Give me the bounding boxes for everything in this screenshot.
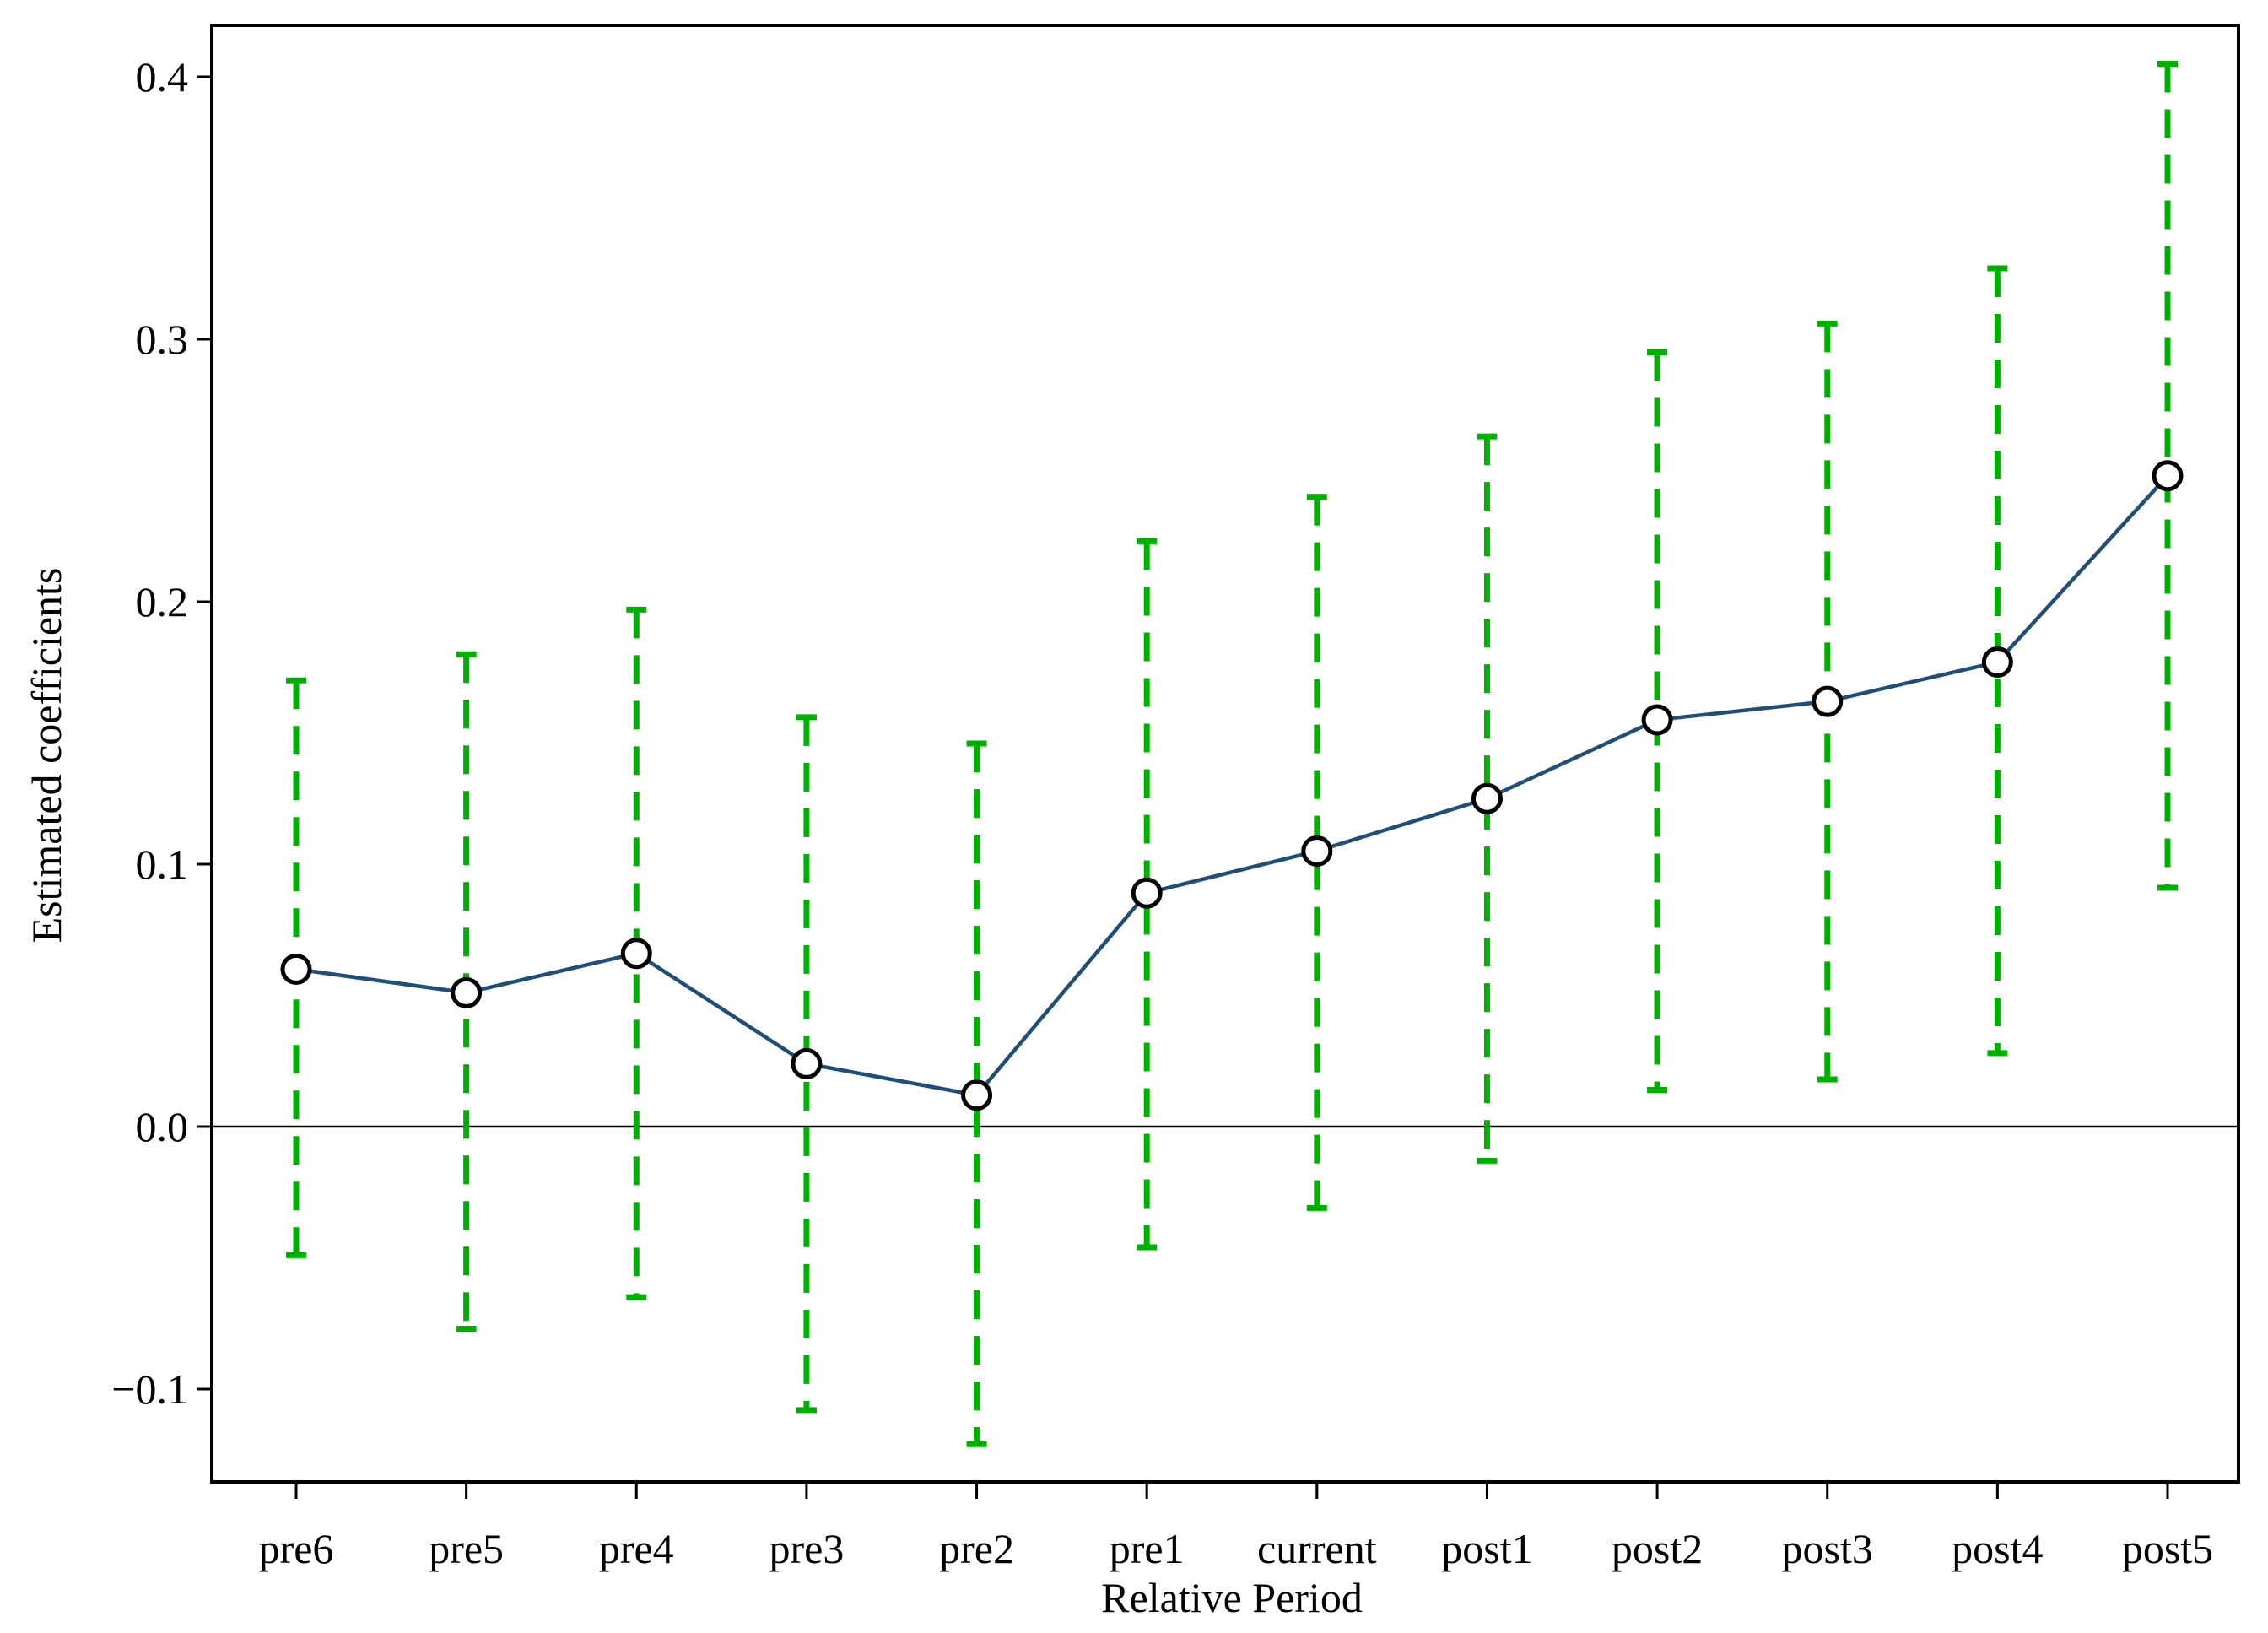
data-point (1812, 685, 1844, 717)
x-tick-label: post3 (1782, 1525, 1873, 1572)
data-point (451, 976, 483, 1008)
x-tick-label: pre5 (429, 1525, 504, 1572)
x-tick-label: post1 (1441, 1525, 1532, 1572)
x-tick-label: pre4 (599, 1525, 674, 1572)
plot-frame (210, 24, 2240, 1484)
y-tick-label: −0.1 (111, 1365, 188, 1413)
data-point (791, 1047, 823, 1079)
data-point (961, 1079, 993, 1111)
x-tick-label: post2 (1612, 1525, 1703, 1572)
data-point (1981, 646, 2013, 679)
x-tick-label: pre6 (259, 1525, 334, 1572)
data-point (1301, 835, 1333, 867)
error-bar (966, 740, 987, 1447)
error-bar (1306, 494, 1327, 1211)
data-point (2152, 460, 2184, 492)
error-bar (1477, 433, 1498, 1164)
x-tick-label: post5 (2122, 1525, 2213, 1572)
y-axis-title: Estimated coefficients (23, 568, 70, 944)
x-tick-label: pre1 (1110, 1525, 1185, 1572)
x-tick-label: current (1257, 1525, 1377, 1572)
error-bar (1137, 538, 1158, 1251)
error-bars (286, 60, 2178, 1447)
y-tick-label: 0.1 (136, 841, 189, 888)
x-axis: pre6 pre5 pre4 pre3 pre2 pre1 current post1 post… (259, 1482, 2213, 1572)
data-point (280, 953, 312, 985)
coefficient-line (295, 474, 2169, 1097)
y-tick-label: 0.0 (136, 1103, 189, 1150)
data-point (620, 938, 652, 970)
coefficient-points (280, 460, 2184, 1111)
data-point (1131, 877, 1163, 909)
data-point (1641, 704, 1673, 736)
y-tick-label: 0.2 (136, 578, 189, 625)
x-tick-label: pre2 (939, 1525, 1014, 1572)
x-tick-label: pre3 (769, 1525, 844, 1572)
y-tick-label: 0.4 (136, 53, 189, 100)
y-tick-label: 0.3 (136, 316, 189, 363)
y-axis: −0.1 0.0 0.1 0.2 0.3 0.4 (111, 53, 212, 1413)
x-tick-label: post4 (1952, 1525, 2043, 1572)
data-point (1471, 782, 1503, 814)
x-axis-title: Relative Period (1101, 1574, 1363, 1621)
